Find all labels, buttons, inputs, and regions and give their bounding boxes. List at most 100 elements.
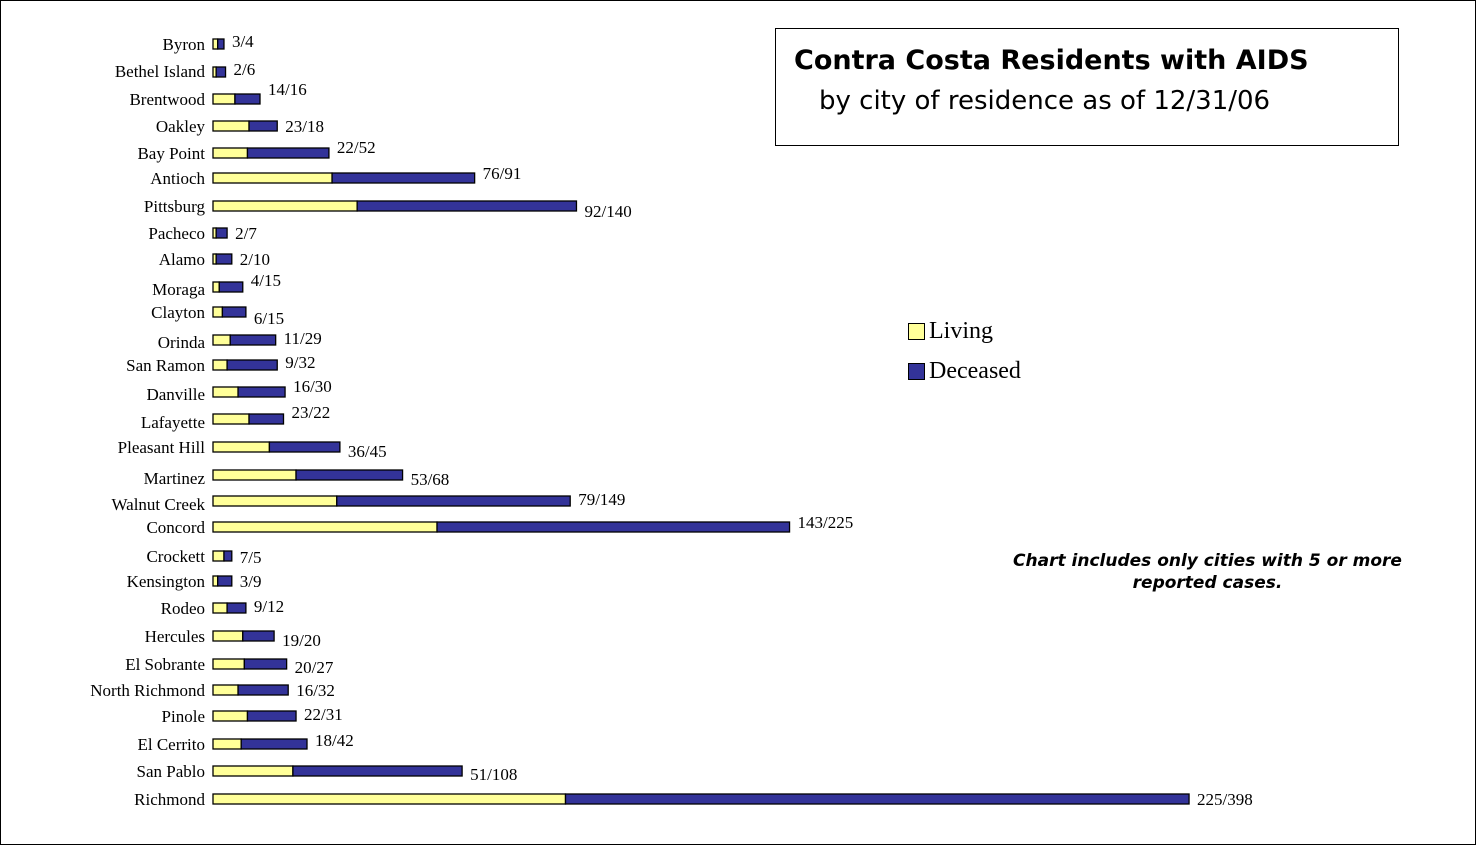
data-label-alamo: 2/10	[240, 250, 270, 269]
bar-living-walnut-creek	[212, 495, 338, 507]
legend-label-deceased: Deceased	[929, 358, 1021, 384]
data-label-san-pablo: 51/108	[470, 765, 517, 784]
chart-note: Chart includes only cities with 5 or mor…	[1013, 551, 1402, 593]
bar-deceased-brentwood	[234, 93, 261, 105]
bar-deceased-pinole	[246, 710, 297, 722]
bars	[212, 38, 1190, 805]
data-label-kensington: 3/9	[240, 572, 262, 591]
category-label-hercules: Hercules	[145, 627, 205, 646]
bar-living-antioch	[212, 172, 333, 184]
bar-deceased-kensington	[217, 575, 233, 587]
bar-deceased-martinez	[295, 469, 404, 481]
category-label-rodeo: Rodeo	[161, 599, 205, 618]
data-label-walnut-creek: 79/149	[578, 490, 625, 509]
bar-living-san-ramon	[212, 359, 228, 371]
legend-label-living: Living	[929, 318, 993, 344]
category-label-byron: Byron	[163, 35, 206, 54]
category-label-bethel-island: Bethel Island	[115, 62, 206, 81]
category-label-kensington: Kensington	[127, 572, 206, 591]
chart-title: Contra Costa Residents with AIDS	[794, 45, 1309, 76]
category-label-pacheco: Pacheco	[148, 224, 205, 243]
bar-living-el-cerrito	[212, 738, 242, 750]
bar-deceased-north-richmond	[237, 684, 289, 696]
bar-deceased-clayton	[221, 306, 247, 318]
bar-living-moraga	[212, 281, 220, 293]
data-label-pacheco: 2/7	[235, 224, 257, 243]
bar-deceased-antioch	[331, 172, 476, 184]
category-label-alamo: Alamo	[159, 250, 205, 269]
bar-deceased-bay-point	[246, 147, 330, 159]
bar-living-concord	[212, 521, 438, 533]
data-label-north-richmond: 16/32	[296, 681, 335, 700]
bar-deceased-orinda	[229, 334, 277, 346]
data-label-oakley: 23/18	[285, 117, 324, 136]
legend-item-deceased: Deceased	[908, 358, 1021, 385]
data-label-el-sobrante: 20/27	[295, 658, 334, 677]
bar-deceased-pacheco	[215, 227, 228, 239]
category-label-north-richmond: North Richmond	[90, 681, 205, 700]
bar-deceased-pittsburg	[356, 200, 578, 212]
bar-deceased-el-sobrante	[243, 658, 288, 670]
bar-living-kensington	[212, 575, 219, 587]
bar-deceased-el-cerrito	[240, 738, 308, 750]
category-label-brentwood: Brentwood	[129, 90, 205, 109]
bar-living-north-richmond	[212, 684, 239, 696]
category-label-pittsburg: Pittsburg	[144, 197, 206, 216]
bar-living-bay-point	[212, 147, 249, 159]
bar-living-pleasant-hill	[212, 441, 271, 453]
data-label-rodeo: 9/12	[254, 597, 284, 616]
data-label-antioch: 76/91	[483, 164, 522, 183]
data-label-pleasant-hill: 36/45	[348, 442, 387, 461]
bar-deceased-san-ramon	[226, 359, 278, 371]
data-label-orinda: 11/29	[284, 329, 322, 348]
bar-deceased-pleasant-hill	[268, 441, 341, 453]
bar-deceased-rodeo	[226, 602, 247, 614]
data-label-lafayette: 23/22	[292, 403, 331, 422]
data-label-crockett: 7/5	[240, 548, 262, 567]
category-labels: Byron Bethel Island Brentwood Oakley Bay Poi…	[90, 35, 205, 809]
bar-living-san-pablo	[212, 765, 294, 777]
category-label-el-cerrito: El Cerrito	[137, 735, 205, 754]
bar-deceased-walnut-creek	[336, 495, 571, 507]
bar-living-clayton	[212, 306, 224, 318]
category-label-san-ramon: San Ramon	[126, 356, 205, 375]
bar-living-pinole	[212, 710, 249, 722]
bar-deceased-richmond	[564, 793, 1190, 805]
category-label-moraga: Moraga	[152, 280, 205, 299]
bar-deceased-hercules	[242, 630, 275, 642]
data-labels: 3/4 2/6 14/16 23/18 22/52 76/91 92/140 2/7 2/10 4…	[232, 32, 1253, 809]
data-label-concord: 143/225	[798, 513, 854, 532]
category-label-concord: Concord	[146, 518, 205, 537]
data-label-byron: 3/4	[232, 32, 254, 51]
bar-deceased-danville	[237, 386, 286, 398]
data-label-el-cerrito: 18/42	[315, 731, 354, 750]
bar-deceased-bethel-island	[215, 66, 227, 78]
category-label-el-sobrante: El Sobrante	[125, 655, 205, 674]
category-label-walnut-creek: Walnut Creek	[111, 495, 205, 514]
category-label-san-pablo: San Pablo	[137, 762, 205, 781]
data-label-pinole: 22/31	[304, 705, 343, 724]
chart-subtitle: by city of residence as of 12/31/06	[819, 86, 1271, 116]
bar-deceased-concord	[436, 521, 791, 533]
bar-living-hercules	[212, 630, 244, 642]
category-label-pleasant-hill: Pleasant Hill	[118, 438, 206, 457]
data-label-brentwood: 14/16	[268, 80, 307, 99]
bar-living-danville	[212, 386, 239, 398]
data-label-bay-point: 22/52	[337, 138, 376, 157]
data-label-san-ramon: 9/32	[285, 353, 315, 372]
category-label-orinda: Orinda	[158, 333, 206, 352]
bar-deceased-crockett	[223, 550, 233, 562]
category-label-clayton: Clayton	[151, 303, 205, 322]
category-label-richmond: Richmond	[134, 790, 205, 809]
category-label-lafayette: Lafayette	[141, 413, 205, 432]
data-label-martinez: 53/68	[411, 470, 450, 489]
title-box: Contra Costa Residents with AIDS by city…	[775, 28, 1399, 146]
category-label-pinole: Pinole	[162, 707, 205, 726]
legend-swatch-living	[908, 323, 925, 340]
bar-living-oakley	[212, 120, 250, 132]
data-label-bethel-island: 2/6	[234, 60, 256, 79]
category-label-danville: Danville	[146, 385, 205, 404]
bar-deceased-alamo	[215, 253, 233, 265]
